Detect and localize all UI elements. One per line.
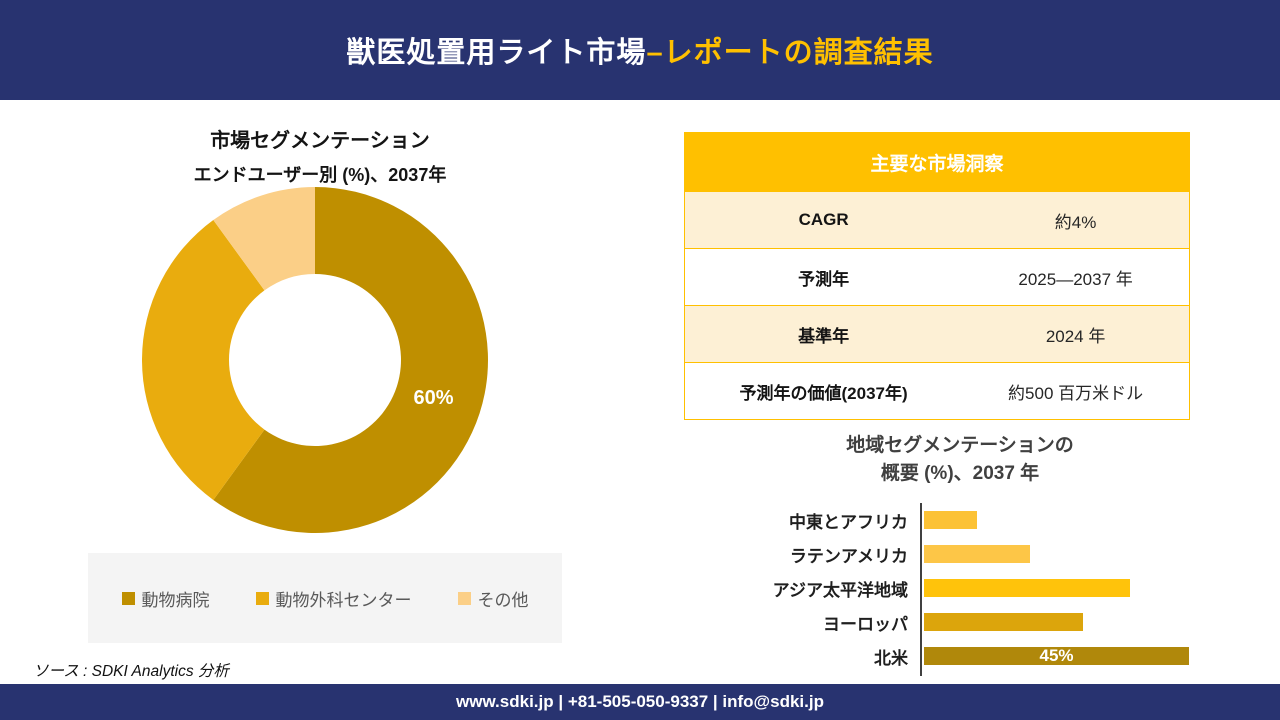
insights-row-基準年: 基準年 2024 年 [685,305,1189,362]
insights-row-予測年の価値(2037年): 予測年の価値(2037年) 約500 百万米ドル [685,362,1189,419]
footer-bar: www.sdki.jp | +81-505-050-9337 | info@sd… [0,684,1280,720]
bar-fill [924,613,1083,631]
footer-contact: www.sdki.jp | +81-505-050-9337 | info@sd… [456,692,824,711]
donut-chart: 60% [142,187,488,533]
legend-item-動物病院: 動物病院 [121,586,210,611]
bar-track [921,511,1195,529]
bar-category-label: 中東とアフリカ [789,512,908,532]
bar-category-label: 北米 [874,648,908,668]
insights-row-label: 基準年 [798,326,850,346]
insights-row-label: 予測年 [798,269,850,289]
legend-item-動物外科センター: 動物外科センター [255,586,412,611]
donut-slice-動物病院 [213,187,488,533]
page-title: 獣医処置用ライト市場–レポートの調査結果 [346,29,933,71]
donut-data-label: 60% [413,387,453,409]
bar-category-label: アジア太平洋地域 [772,580,908,600]
legend-swatch-icon [255,591,269,605]
insights-row-value: 2025—2037 年 [1018,269,1133,289]
bar-row-北米: 北米 45% [740,639,1195,673]
insights-row-value: 約500 百万米ドル [1008,383,1144,403]
legend-swatch-icon [121,591,135,605]
insights-table-header: 主要な市場洞察 [685,133,1189,191]
key-insights-table: 主要な市場洞察 CAGR 約4% 予測年 2025—2037 年基準年 2024 年予測… [684,132,1190,420]
regional-bar-chart: 中東とアフリカ ラテンアメリカアジア太平洋地域ヨーロッパ北米 45% [740,503,1195,673]
bar-chart-title-line2: 概要 (%)、2037 年 [880,463,1040,484]
bar-data-label: 45% [1039,646,1074,665]
bar-row-中東とアフリカ: 中東とアフリカ [740,503,1195,537]
donut-chart-subtitle: エンドユーザー別 (%)、2037年 [193,165,447,185]
bar-row-アジア太平洋地域: アジア太平洋地域 [740,571,1195,605]
source-note: ソース : SDKI Analytics 分析 [33,663,229,680]
bar-track [921,579,1195,597]
legend-label: 動物外科センター [275,590,412,610]
insights-row-value: 約4% [1054,212,1097,232]
bar-fill [924,579,1130,597]
bar-row-ラテンアメリカ: ラテンアメリカ [740,537,1195,571]
donut-legend: 動物病院 動物外科センター その他 [88,553,562,643]
bar-chart-title-line1: 地域セグメンテーションの [846,435,1074,456]
bar-fill: 45% [924,646,1189,665]
legend-label: 動物病院 [141,590,210,610]
legend-swatch-icon [457,591,471,605]
bar-category-label: ラテンアメリカ [789,546,908,566]
insights-row-CAGR: CAGR 約4% [685,191,1189,248]
donut-slice-動物外科センター [142,220,265,500]
insights-row-label: 予測年の価値(2037年) [739,383,908,403]
page-title-main: 獣医処置用ライト市場 [346,37,647,69]
bar-track [921,545,1195,563]
donut-slice-その他 [213,187,315,291]
header-banner: 獣医処置用ライト市場–レポートの調査結果 [0,0,1280,100]
bar-category-label: ヨーロッパ [823,614,908,634]
legend-item-その他: その他 [457,586,529,611]
bar-track: 45% [921,646,1195,665]
bar-fill [924,511,977,529]
bar-row-ヨーロッパ: ヨーロッパ [740,605,1195,639]
insights-row-value: 2024 年 [1045,326,1106,346]
donut-chart-title: 市場セグメンテーション [210,130,430,152]
bar-chart-axis [920,503,922,676]
insights-row-label: CAGR [798,210,849,229]
bar-fill [924,545,1030,563]
page-title-accent: –レポートの調査結果 [646,37,934,69]
legend-label: その他 [477,590,529,610]
insights-row-予測年: 予測年 2025—2037 年 [685,248,1189,305]
bar-track [921,613,1195,631]
